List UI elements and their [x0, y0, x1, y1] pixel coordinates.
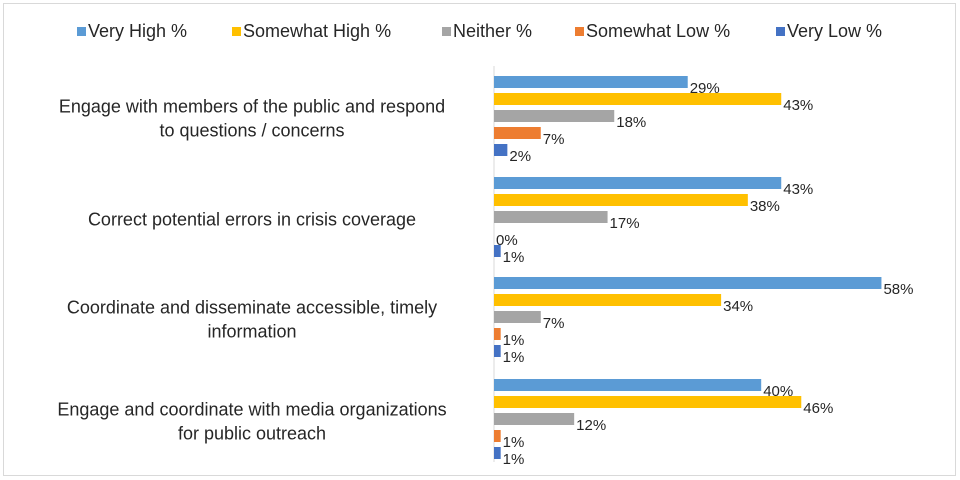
bar-1-3: [494, 396, 802, 408]
legend-label-1: Somewhat High %: [243, 21, 391, 41]
data-label-1-0: 43%: [783, 97, 813, 114]
data-label-1-1: 38%: [750, 198, 780, 215]
category-label-2-line-0: Coordinate and disseminate accessible, t…: [67, 298, 437, 318]
data-label-1-3: 46%: [803, 400, 833, 417]
legend-label-4: Very Low %: [787, 21, 882, 41]
category-label-0-line-0: Engage with members of the public and re…: [59, 97, 445, 117]
legend-swatch-2: [442, 27, 451, 36]
data-label-2-2: 7%: [543, 315, 565, 332]
data-label-3-1: 0%: [496, 232, 518, 249]
legend-swatch-3: [575, 27, 584, 36]
bar-3-3: [494, 430, 501, 442]
bar-4-1: [494, 245, 501, 257]
bar-0-0: [494, 76, 688, 88]
bar-3-0: [494, 127, 541, 139]
data-label-2-1: 17%: [610, 215, 640, 232]
category-label-0-line-1: to questions / concerns: [159, 121, 344, 141]
data-label-0-1: 43%: [783, 181, 813, 198]
data-label-1-2: 34%: [723, 298, 753, 315]
data-label-4-3: 1%: [503, 451, 525, 468]
data-label-4-0: 2%: [509, 148, 531, 165]
data-label-2-3: 12%: [576, 417, 606, 434]
bar-0-3: [494, 379, 762, 391]
legend-swatch-4: [776, 27, 785, 36]
data-label-4-2: 1%: [503, 349, 525, 366]
legend-label-2: Neither %: [453, 21, 532, 41]
data-label-3-2: 1%: [503, 332, 525, 349]
legend-label-3: Somewhat Low %: [586, 21, 730, 41]
legend-swatch-1: [232, 27, 241, 36]
data-label-4-1: 1%: [503, 249, 525, 266]
bar-2-3: [494, 413, 575, 425]
category-label-1: Correct potential errors in crisis cover…: [88, 210, 416, 230]
legend-label-0: Very High %: [88, 21, 187, 41]
bar-1-2: [494, 294, 722, 306]
data-label-2-0: 18%: [616, 114, 646, 131]
bar-2-1: [494, 211, 608, 223]
data-label-3-0: 7%: [543, 131, 565, 148]
data-label-0-0: 29%: [690, 80, 720, 97]
category-label-3-line-1: for public outreach: [178, 424, 326, 444]
bar-0-1: [494, 177, 782, 189]
bar-3-2: [494, 328, 501, 340]
data-label-0-3: 40%: [763, 383, 793, 400]
bar-4-0: [494, 144, 508, 156]
bar-2-0: [494, 110, 615, 122]
bar-2-2: [494, 311, 541, 323]
bar-1-1: [494, 194, 748, 206]
data-label-0-2: 58%: [883, 281, 913, 298]
data-label-3-3: 1%: [503, 434, 525, 451]
bar-4-3: [494, 447, 501, 459]
category-label-2-line-1: information: [207, 322, 296, 342]
category-label-3-line-0: Engage and coordinate with media organiz…: [57, 400, 446, 420]
bar-0-2: [494, 277, 882, 289]
legend-swatch-0: [77, 27, 86, 36]
bar-1-0: [494, 93, 782, 105]
bar-4-2: [494, 345, 501, 357]
